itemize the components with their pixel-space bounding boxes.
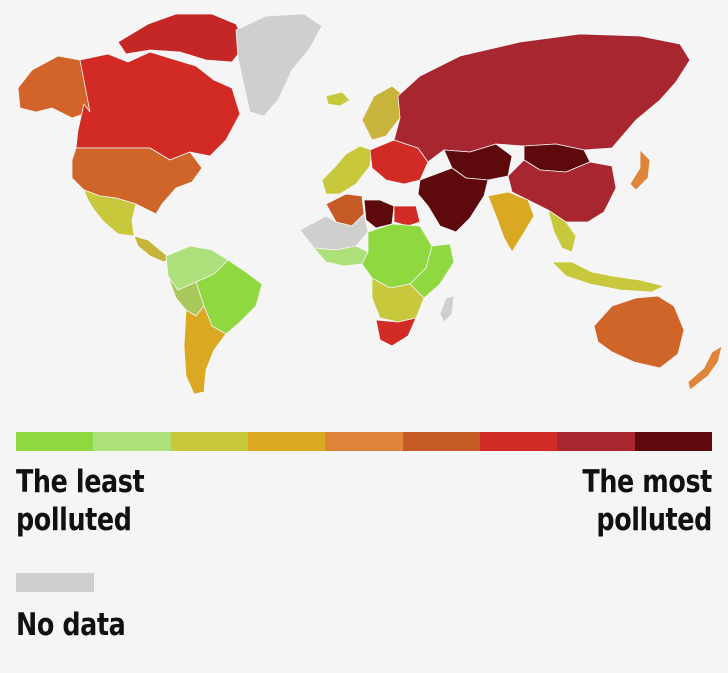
map-region-western-europe <box>321 145 373 195</box>
most-polluted-label-line: The most <box>582 464 713 500</box>
no-data-label: No data <box>16 607 126 643</box>
map-region-japan <box>629 149 651 191</box>
map-region-usa <box>71 147 203 215</box>
least-polluted-label-line: polluted <box>16 502 132 538</box>
map-region-russia <box>393 33 691 163</box>
map-region-greenland <box>235 13 323 117</box>
scale-segment <box>402 432 480 451</box>
map-region-iceland <box>325 91 351 107</box>
scale-segment <box>170 432 248 451</box>
map-region-new-zealand <box>687 345 723 391</box>
map-region-southeast-asia <box>547 209 577 253</box>
map-region-west-africa <box>313 245 369 267</box>
map-region-australia <box>593 295 685 369</box>
scale-segment <box>93 432 171 451</box>
most-polluted-label-line: polluted <box>596 502 713 538</box>
map-region-libya <box>363 199 395 229</box>
scale-segment <box>557 432 635 451</box>
map-region-indonesia <box>551 261 665 293</box>
map-region-india <box>487 191 535 253</box>
map-region-south-africa <box>375 317 417 347</box>
map-region-central-america <box>133 235 171 263</box>
world-pollution-map <box>17 13 723 395</box>
map-region-alaska <box>17 55 91 119</box>
map-region-madagascar <box>439 295 455 323</box>
map-region-east-africa <box>409 243 455 299</box>
no-data-swatch <box>16 573 94 592</box>
pollution-color-scale <box>16 432 712 451</box>
least-polluted-label: The least polluted <box>16 463 145 539</box>
scale-segment <box>479 432 558 451</box>
map-region-argentina-chile <box>183 305 227 395</box>
scale-segment <box>247 432 326 451</box>
least-polluted-label-line: The least <box>16 464 145 500</box>
map-region-egypt <box>393 205 421 227</box>
scale-segment <box>634 432 712 451</box>
scale-segment <box>16 432 94 451</box>
scale-segment <box>325 432 403 451</box>
map-region-china <box>507 159 617 223</box>
map-region-middle-east <box>417 167 489 233</box>
map-region-canada <box>75 51 241 161</box>
map-region-arctic-islands <box>117 13 247 63</box>
most-polluted-label: The most polluted <box>582 463 713 539</box>
